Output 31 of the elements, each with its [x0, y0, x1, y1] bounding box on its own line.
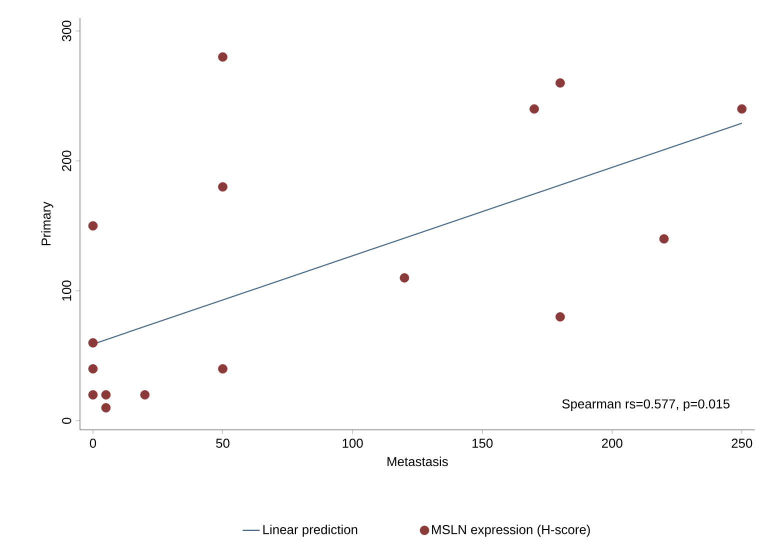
point [140, 390, 150, 400]
point [101, 403, 111, 413]
point [555, 312, 565, 322]
point [659, 234, 669, 244]
x-tick-label: 50 [216, 438, 230, 448]
y-axis-title: Primary [41, 202, 54, 246]
point [218, 182, 228, 192]
point [88, 390, 98, 400]
point [555, 78, 565, 88]
point [737, 104, 747, 114]
y-tick-label: 100 [62, 280, 72, 301]
legend-label: Linear prediction [263, 524, 358, 537]
point [101, 390, 111, 400]
x-tick-label: 0 [90, 438, 96, 448]
point [218, 52, 228, 62]
x-tick-label: 100 [342, 438, 363, 448]
point [88, 364, 98, 374]
y-tick-label: 200 [62, 150, 72, 172]
x-tick-label: 150 [472, 438, 493, 448]
point [88, 338, 98, 348]
y-tick-label: 0 [62, 418, 72, 424]
point [400, 273, 410, 283]
annotation: Spearman rs=0.577, p=0.015 [562, 399, 730, 412]
point [88, 221, 98, 231]
point [218, 364, 228, 374]
x-tick-label: 200 [602, 438, 622, 448]
point [530, 104, 539, 114]
y-tick-label: 300 [62, 20, 72, 42]
x-tick-label: 250 [732, 438, 752, 448]
x-axis-title: Metastasis [388, 456, 448, 466]
legend-label: MSLN expression (H-score) [432, 524, 590, 537]
